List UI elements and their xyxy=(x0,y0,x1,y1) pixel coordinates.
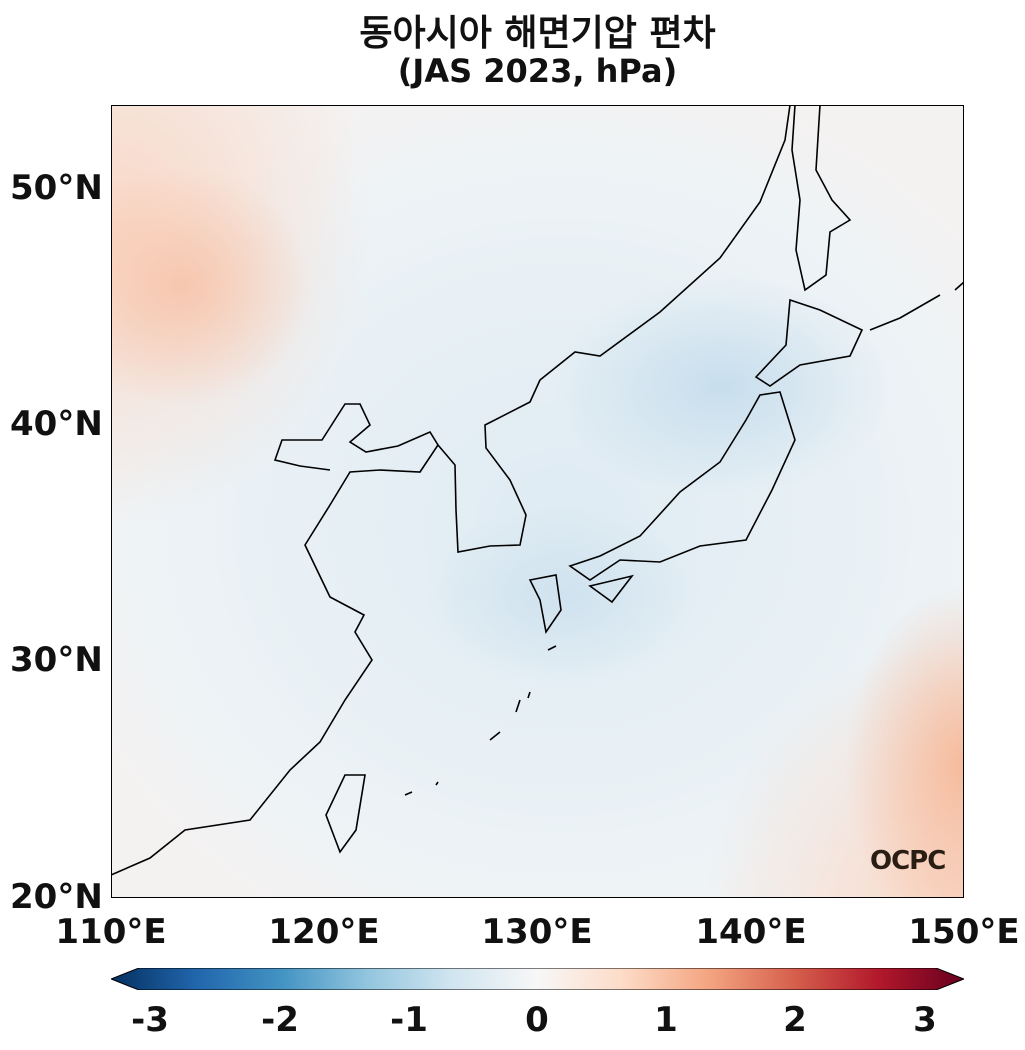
lat-label-20: 20°N xyxy=(10,877,103,917)
taiwan xyxy=(325,774,366,854)
colorbar xyxy=(111,968,964,990)
kyushu xyxy=(528,574,562,635)
map-subtitle: (JAS 2023, hPa) xyxy=(397,52,678,90)
colorbar-tick: -2 xyxy=(261,1000,299,1040)
lat-label-40: 40°N xyxy=(10,404,103,444)
lon-label-110: 110°E xyxy=(55,912,167,952)
map-title: 동아시아 해면기압 편차 xyxy=(359,13,716,54)
kuril-coast xyxy=(869,281,964,331)
colorbar-tick: 3 xyxy=(913,1000,937,1040)
lat-label-30: 30°N xyxy=(10,640,103,680)
ryukyu-islands xyxy=(404,645,557,796)
sakhalin xyxy=(791,105,852,292)
anomaly-map: OCPC xyxy=(111,105,964,898)
lon-label-140: 140°E xyxy=(695,912,807,952)
hokkaido xyxy=(754,298,864,387)
colorbar-tick: 1 xyxy=(654,1000,678,1040)
china-korea-russia-coast xyxy=(111,105,791,876)
lat-label-50: 50°N xyxy=(10,168,103,208)
colorbar-tick: -1 xyxy=(390,1000,428,1040)
honshu xyxy=(568,391,796,581)
lon-label-120: 120°E xyxy=(268,912,380,952)
colorbar-tick: 0 xyxy=(525,1000,549,1040)
shikoku xyxy=(588,574,635,604)
colorbar-tick: 2 xyxy=(783,1000,807,1040)
lon-label-130: 130°E xyxy=(481,912,593,952)
lon-label-150: 150°E xyxy=(908,912,1020,952)
ocpc-logo: OCPC xyxy=(870,846,946,876)
colorbar-tick: -3 xyxy=(131,1000,169,1040)
